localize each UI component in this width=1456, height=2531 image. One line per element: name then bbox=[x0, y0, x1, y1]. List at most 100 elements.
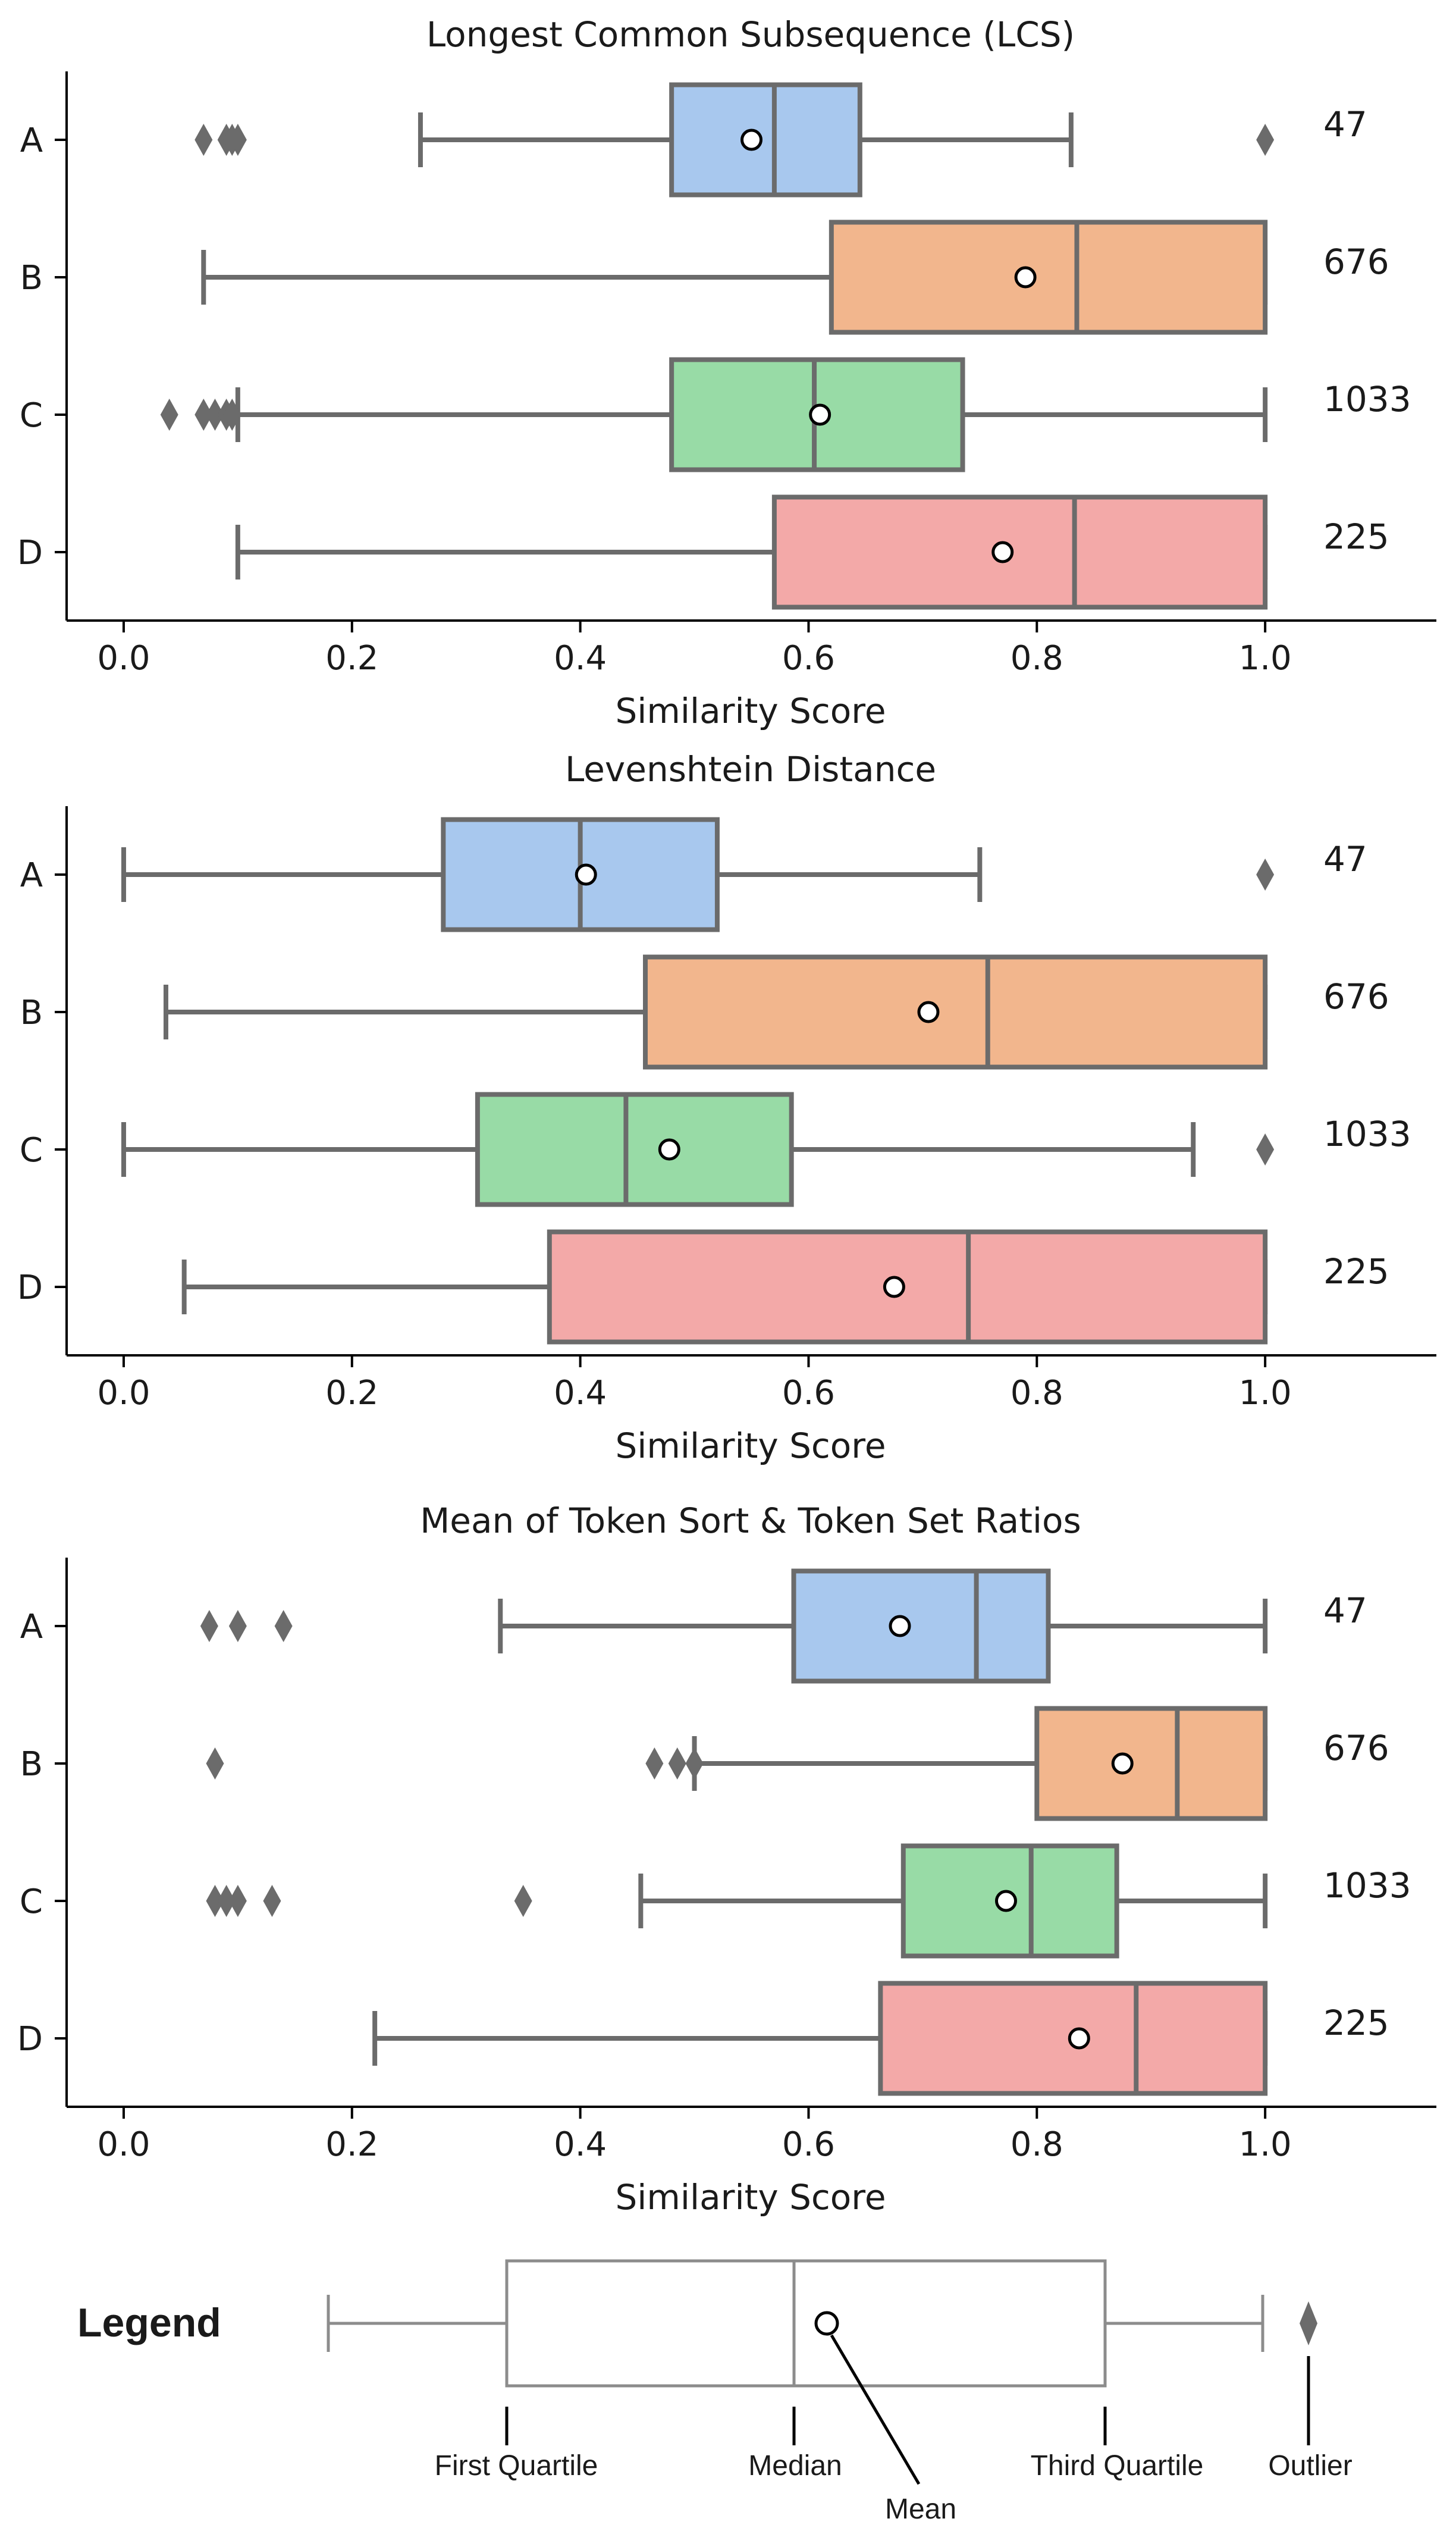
outlier-marker bbox=[668, 1747, 686, 1780]
legend-label-mean: Mean bbox=[885, 2494, 956, 2525]
outlier-marker bbox=[194, 399, 213, 431]
count-label: 225 bbox=[1323, 516, 1389, 557]
x-tick-label: 0.6 bbox=[782, 1374, 835, 1412]
legend-label-outlier: Outlier bbox=[1268, 2450, 1352, 2482]
x-tick-label: 0.2 bbox=[325, 639, 378, 678]
box-iqr bbox=[1034, 1706, 1268, 1821]
x-tick-label: 1.0 bbox=[1239, 2125, 1292, 2164]
chart-title: Mean of Token Sort & Token Set Ratios bbox=[420, 1501, 1081, 1541]
mean-marker bbox=[1111, 1752, 1134, 1775]
count-label: 47 bbox=[1323, 1590, 1367, 1631]
chart-panel: Mean of Token Sort & Token Set Ratios 0.0… bbox=[17, 1501, 1436, 2217]
chart-title: Longest Common Subsequence (LCS) bbox=[426, 14, 1075, 55]
chart-panel: Longest Common Subsequence (LCS) 0.0 0.2 0.… bbox=[17, 14, 1436, 731]
outlier-marker bbox=[200, 1610, 218, 1642]
box-iqr bbox=[771, 494, 1268, 610]
outlier-marker bbox=[217, 1885, 236, 1917]
x-tick-label: 0.2 bbox=[325, 1374, 378, 1412]
y-tick-label: A bbox=[20, 121, 43, 160]
outlier-marker bbox=[1256, 1133, 1275, 1166]
x-tick-label: 0.8 bbox=[1011, 2125, 1063, 2164]
mean-marker bbox=[809, 403, 831, 426]
outlier-marker bbox=[645, 1747, 664, 1780]
x-tick-label: 0.8 bbox=[1011, 1374, 1063, 1412]
legend-label-median: Median bbox=[748, 2450, 842, 2482]
count-label: 47 bbox=[1323, 104, 1367, 145]
box-iqr bbox=[829, 220, 1268, 335]
x-tick-label: 1.0 bbox=[1239, 639, 1292, 678]
x-tick-label: 1.0 bbox=[1239, 1374, 1292, 1412]
y-tick-label: C bbox=[20, 396, 43, 435]
y-tick-label: D bbox=[17, 1268, 43, 1307]
x-tick-label: 0.0 bbox=[97, 2125, 150, 2164]
x-tick-label: 0.0 bbox=[97, 1374, 150, 1412]
mean-marker bbox=[994, 1890, 1017, 1912]
y-tick-label: B bbox=[20, 259, 43, 297]
box-iqr bbox=[475, 1092, 794, 1207]
x-tick-label: 0.6 bbox=[782, 639, 835, 678]
outlier-marker bbox=[206, 1885, 224, 1917]
box-iqr bbox=[643, 954, 1268, 1070]
outlier-marker bbox=[228, 124, 247, 156]
count-label: 225 bbox=[1323, 1251, 1389, 1292]
y-tick-label: C bbox=[20, 1882, 43, 1921]
mean-marker bbox=[883, 1276, 905, 1298]
count-label: 1033 bbox=[1323, 379, 1411, 419]
chart-title: Levenshtein Distance bbox=[565, 749, 936, 790]
legend-outlier-marker bbox=[1300, 2301, 1317, 2345]
outlier-marker bbox=[160, 399, 178, 431]
box-iqr bbox=[669, 82, 862, 198]
count-label: 1033 bbox=[1323, 1114, 1411, 1154]
y-tick-label: A bbox=[20, 856, 43, 895]
legend-mean-marker bbox=[814, 2311, 839, 2336]
mean-marker bbox=[658, 1138, 680, 1161]
outlier-marker bbox=[514, 1885, 532, 1917]
count-label: 676 bbox=[1323, 242, 1389, 282]
y-tick-label: D bbox=[17, 534, 43, 572]
x-tick-label: 0.2 bbox=[325, 2125, 378, 2164]
mean-marker bbox=[991, 541, 1014, 563]
outlier-marker bbox=[1256, 124, 1275, 156]
legend-box bbox=[505, 2259, 1107, 2388]
legend-title: Legend bbox=[77, 2300, 221, 2345]
legend-label-first-quartile: First Quartile bbox=[435, 2450, 598, 2482]
legend-label-third-quartile: Third Quartile bbox=[1031, 2450, 1204, 2482]
legend: Legend First Quartile Median Mean Third … bbox=[77, 2259, 1353, 2525]
chart-panel: Levenshtein Distance 0.0 0.2 0.4 0.6 0.8 1.0 Si… bbox=[17, 749, 1436, 1466]
outlier-marker bbox=[223, 399, 241, 431]
x-axis-label: Similarity Score bbox=[615, 2177, 886, 2217]
outlier-marker bbox=[228, 1885, 247, 1917]
outlier-marker bbox=[206, 1747, 224, 1780]
x-tick-label: 0.4 bbox=[554, 1374, 607, 1412]
count-label: 1033 bbox=[1323, 1865, 1411, 1906]
mean-marker bbox=[740, 129, 762, 151]
outlier-marker bbox=[685, 1747, 704, 1780]
outlier-marker bbox=[1256, 859, 1275, 891]
x-tick-label: 0.0 bbox=[97, 639, 150, 678]
y-tick-label: A bbox=[20, 1608, 43, 1646]
box-iqr bbox=[547, 1229, 1268, 1345]
mean-marker bbox=[575, 863, 597, 886]
outlier-marker bbox=[194, 124, 213, 156]
mean-marker bbox=[889, 1615, 911, 1637]
mean-marker bbox=[917, 1001, 940, 1023]
y-tick-label: D bbox=[17, 2020, 43, 2059]
count-label: 47 bbox=[1323, 839, 1367, 879]
mean-marker bbox=[1014, 266, 1037, 289]
outlier-marker bbox=[263, 1885, 281, 1917]
count-label: 676 bbox=[1323, 1728, 1389, 1768]
x-tick-label: 0.4 bbox=[554, 639, 607, 678]
x-axis-label: Similarity Score bbox=[615, 691, 886, 731]
x-tick-label: 0.6 bbox=[782, 2125, 835, 2164]
y-tick-label: C bbox=[20, 1131, 43, 1170]
y-tick-label: B bbox=[20, 994, 43, 1032]
outlier-marker bbox=[274, 1610, 293, 1642]
outlier-marker bbox=[206, 399, 224, 431]
count-label: 676 bbox=[1323, 976, 1389, 1017]
chart-panels: Longest Common Subsequence (LCS) 0.0 0.2 0.… bbox=[17, 14, 1436, 2217]
outlier-marker bbox=[228, 1610, 247, 1642]
x-tick-label: 0.4 bbox=[554, 2125, 607, 2164]
x-tick-label: 0.8 bbox=[1011, 639, 1063, 678]
box-iqr bbox=[791, 1568, 1051, 1684]
